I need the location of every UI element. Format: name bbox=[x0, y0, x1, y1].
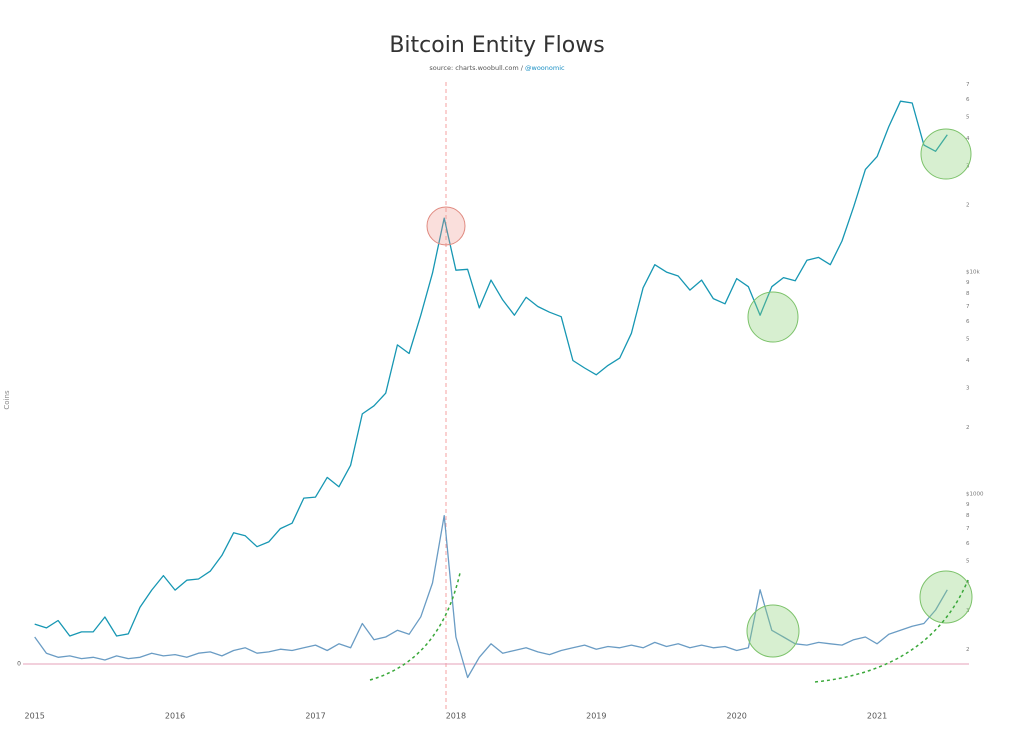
y2-tick-label: 9 bbox=[966, 280, 970, 286]
series-line bbox=[34, 514, 948, 679]
flow-circle bbox=[746, 604, 800, 658]
y2-tick-label: 5 bbox=[966, 114, 970, 120]
y2-tick-label: 4 bbox=[966, 358, 970, 364]
x-tick-label: 2015 bbox=[25, 712, 45, 721]
x-tick-label: 2017 bbox=[305, 712, 325, 721]
y2-tick-label: 2 bbox=[966, 647, 970, 653]
buy-circle bbox=[747, 291, 799, 343]
x-tick-label: 2018 bbox=[446, 712, 466, 721]
y-axis-label: Coins bbox=[3, 390, 11, 410]
series-line bbox=[34, 100, 948, 637]
y2-tick-label: 5 bbox=[966, 336, 970, 342]
y2-tick-label: 6 bbox=[966, 541, 970, 547]
trend-curve bbox=[814, 579, 969, 683]
buy-circle bbox=[920, 128, 972, 180]
x-tick-label: 2021 bbox=[867, 712, 887, 721]
chart-subtitle: source: charts.woobull.com / @woonomic bbox=[429, 64, 565, 72]
subtitle-source: source: charts.woobull.com / bbox=[429, 64, 525, 72]
y2-tick-label: 8 bbox=[966, 513, 970, 519]
x-tick-label: 2019 bbox=[586, 712, 606, 721]
chart-title: Bitcoin Entity Flows bbox=[389, 33, 604, 58]
subtitle-handle: @woonomic bbox=[525, 64, 565, 72]
y2-tick-label: 9 bbox=[966, 502, 970, 508]
y2-tick-label: 2 bbox=[966, 203, 970, 209]
y2-tick-label: 3 bbox=[966, 386, 970, 392]
y2-tick-label: 8 bbox=[966, 291, 970, 297]
x-tick-label: 2020 bbox=[727, 712, 747, 721]
y2-tick-label: $1000 bbox=[966, 492, 984, 498]
y-tick-label: 0 bbox=[17, 661, 21, 668]
y2-tick-label: 7 bbox=[966, 82, 970, 88]
plot: 2015 2016 2017 2018 2019 2020 2021 0 7 6 5 4 3 2 $10k 9… bbox=[17, 82, 984, 721]
flow-circle bbox=[919, 570, 973, 624]
y2-tick-label: 4 bbox=[966, 136, 970, 142]
y2-tick-label: $10k bbox=[966, 270, 980, 276]
y2-tick-label: 2 bbox=[966, 425, 970, 431]
y2-tick-label: 6 bbox=[966, 97, 970, 103]
top-circle bbox=[426, 206, 466, 246]
x-tick-label: 2016 bbox=[165, 712, 185, 721]
y2-tick-label: 6 bbox=[966, 319, 970, 325]
trend-curve bbox=[369, 572, 461, 681]
y2-tick-label: 7 bbox=[966, 526, 970, 532]
y2-tick-label: 5 bbox=[966, 559, 970, 565]
y2-tick-label: 7 bbox=[966, 304, 970, 310]
